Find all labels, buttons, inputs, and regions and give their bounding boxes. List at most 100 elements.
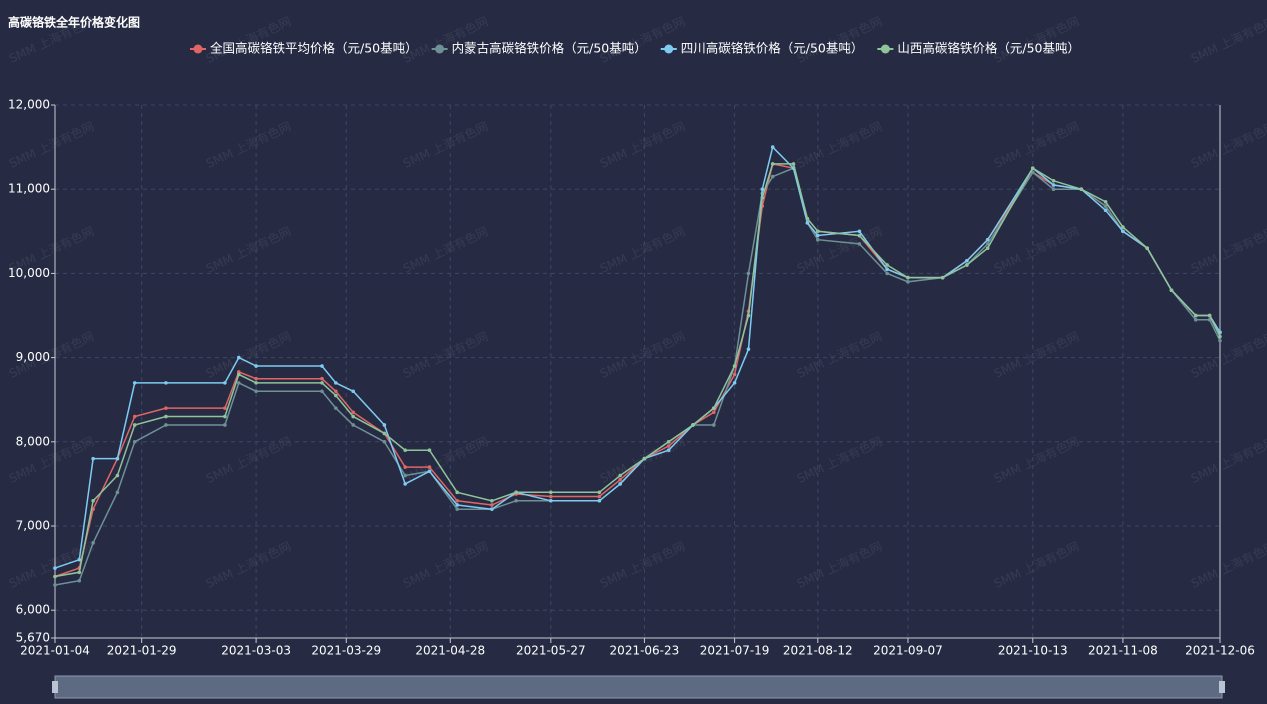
legend-label: 山西高碳铬铁价格（元/50基吨） xyxy=(897,41,1080,56)
data-point xyxy=(549,498,553,503)
data-point xyxy=(77,578,82,583)
data-point xyxy=(666,440,671,444)
data-point xyxy=(1103,204,1108,208)
data-point xyxy=(236,370,241,374)
data-point xyxy=(885,271,889,276)
data-point xyxy=(691,423,695,427)
data-point xyxy=(223,381,227,385)
data-point xyxy=(549,490,553,495)
data-point xyxy=(746,347,751,351)
data-point xyxy=(805,216,810,221)
data-point xyxy=(965,263,969,267)
data-point xyxy=(597,490,602,495)
series-line xyxy=(54,163,1221,578)
data-point xyxy=(985,246,990,250)
data-point xyxy=(514,498,518,503)
data-point xyxy=(906,280,910,284)
data-point xyxy=(760,187,765,192)
data-point xyxy=(1051,187,1056,192)
data-point xyxy=(403,482,407,486)
legend-item[interactable]: 四川高碳铬铁价格（元/50基吨） xyxy=(660,41,864,56)
y-tick-label: 12,000 xyxy=(8,98,50,112)
data-point xyxy=(403,465,407,469)
x-tick-label: 2021-03-29 xyxy=(311,644,381,658)
data-point xyxy=(711,423,716,427)
data-point xyxy=(815,237,820,242)
y-tick-label: 11,000 xyxy=(8,182,50,196)
y-tick-label: 9,000 xyxy=(16,350,50,364)
data-point xyxy=(132,440,137,444)
data-point xyxy=(1145,246,1149,250)
data-point xyxy=(597,494,602,499)
data-point xyxy=(223,414,227,419)
x-tick-label: 2021-10-13 xyxy=(998,644,1068,658)
legend-item[interactable]: 内蒙古高碳铬铁价格（元/50基吨） xyxy=(431,41,647,56)
data-point xyxy=(1218,334,1222,339)
legend-label: 全国高碳铬铁平均价格（元/50基吨） xyxy=(210,41,418,56)
x-tick-label: 2021-08-12 xyxy=(783,644,853,658)
data-point xyxy=(732,372,737,377)
series-line xyxy=(54,167,1221,586)
x-tick-label: 2021-11-08 xyxy=(1088,644,1158,658)
data-point xyxy=(618,473,622,478)
legend-label: 内蒙古高碳铬铁价格（元/50基吨） xyxy=(452,41,647,56)
data-point xyxy=(549,494,553,499)
data-point xyxy=(490,498,494,503)
x-tick-label: 2021-05-27 xyxy=(516,644,586,658)
data-point xyxy=(53,583,57,587)
x-tick-label: 2021-07-19 xyxy=(700,644,770,658)
data-point xyxy=(91,541,95,545)
data-point xyxy=(351,389,355,394)
y-tick-label: 10,000 xyxy=(8,266,50,280)
legend-label: 四川高碳铬铁价格（元/50基吨） xyxy=(681,41,864,56)
data-point xyxy=(236,381,241,385)
x-tick-label: 2021-12-06 xyxy=(1185,644,1255,658)
data-point xyxy=(770,162,775,166)
data-point xyxy=(1121,229,1125,234)
data-point xyxy=(770,174,775,179)
legend-marker xyxy=(435,44,445,54)
data-point xyxy=(857,229,862,234)
x-tick-label: 2021-01-04 xyxy=(20,644,90,658)
data-point xyxy=(1193,317,1198,322)
data-point xyxy=(985,237,990,242)
data-point xyxy=(597,498,602,503)
data-point xyxy=(320,376,324,381)
data-point xyxy=(1207,313,1212,318)
slider-handle[interactable] xyxy=(52,681,58,693)
data-point xyxy=(732,364,737,368)
data-point xyxy=(91,456,95,461)
data-point xyxy=(164,406,168,410)
data-point xyxy=(885,267,889,271)
data-point xyxy=(711,406,716,410)
data-point xyxy=(514,490,518,495)
x-tick-label: 2021-09-07 xyxy=(873,644,943,658)
data-point xyxy=(236,355,241,360)
data-point xyxy=(666,444,671,448)
data-point xyxy=(115,490,120,495)
legend-item[interactable]: 全国高碳铬铁平均价格（元/50基吨） xyxy=(190,41,418,56)
data-point xyxy=(223,423,227,427)
data-point xyxy=(1030,170,1035,175)
data-point xyxy=(1030,166,1035,170)
y-tick-label: 8,000 xyxy=(16,434,50,448)
zoom-slider[interactable] xyxy=(54,675,1223,699)
data-point xyxy=(746,271,751,276)
data-point xyxy=(427,448,432,453)
slider-handle[interactable] xyxy=(1219,681,1225,693)
data-point xyxy=(940,275,945,280)
data-point xyxy=(770,145,775,149)
legend-item[interactable]: 山西高碳铬铁价格（元/50基吨） xyxy=(877,41,1080,56)
data-point xyxy=(91,498,95,503)
data-point xyxy=(815,229,820,234)
data-point xyxy=(885,263,889,267)
data-point xyxy=(455,503,460,507)
data-point xyxy=(382,431,387,436)
data-point xyxy=(985,242,990,246)
data-point xyxy=(403,473,407,478)
data-point xyxy=(236,372,241,377)
data-point xyxy=(132,381,137,385)
data-point xyxy=(254,381,258,385)
data-point xyxy=(711,410,716,415)
data-point xyxy=(351,423,355,427)
